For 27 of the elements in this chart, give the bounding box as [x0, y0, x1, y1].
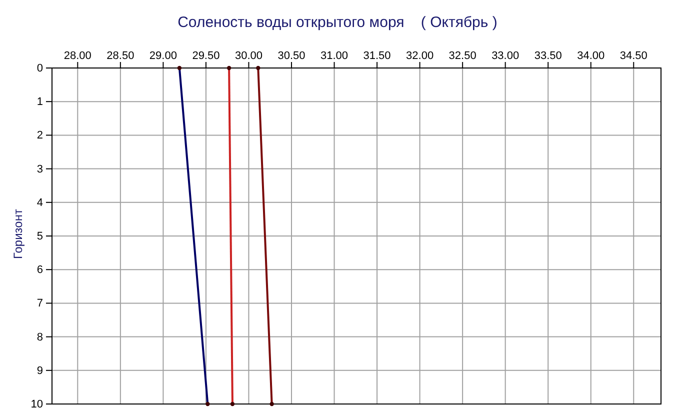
x-tick-label: 31.50: [363, 50, 391, 62]
x-tick-label: 33.50: [534, 50, 562, 62]
x-tick-label: 28.50: [106, 50, 134, 62]
y-tick-label: 10: [30, 398, 43, 411]
y-tick-label: 4: [36, 196, 43, 209]
y-tick-label: 0: [36, 62, 43, 75]
x-tick-label: 31.00: [320, 50, 348, 62]
x-tick-label: 34.00: [577, 50, 605, 62]
y-tick-label: 9: [36, 364, 43, 377]
x-tick-label: 30.50: [278, 50, 306, 62]
x-tick-label: 29.00: [149, 50, 177, 62]
y-tick-label: 7: [36, 298, 43, 310]
chart-title: Соленость воды открытого моря ( Октябрь ): [178, 14, 498, 31]
y-tick-label: 8: [36, 331, 43, 344]
x-tick-label: 28.00: [64, 50, 92, 62]
x-tick-label: 34.50: [620, 50, 648, 62]
y-tick-label: 5: [36, 230, 43, 243]
x-tick-label: 32.50: [448, 50, 476, 62]
y-tick-label: 6: [36, 264, 43, 276]
x-tick-label: 33.00: [492, 50, 520, 62]
x-tick-label: 30.00: [234, 50, 262, 62]
y-tick-label: 3: [36, 163, 43, 176]
x-tick-label: 29.50: [192, 50, 220, 62]
y-tick-label: 2: [36, 130, 43, 142]
x-tick-label: 32.00: [406, 50, 434, 62]
y-axis-title: Горизонт: [11, 208, 25, 259]
y-tick-label: 1: [36, 96, 43, 108]
